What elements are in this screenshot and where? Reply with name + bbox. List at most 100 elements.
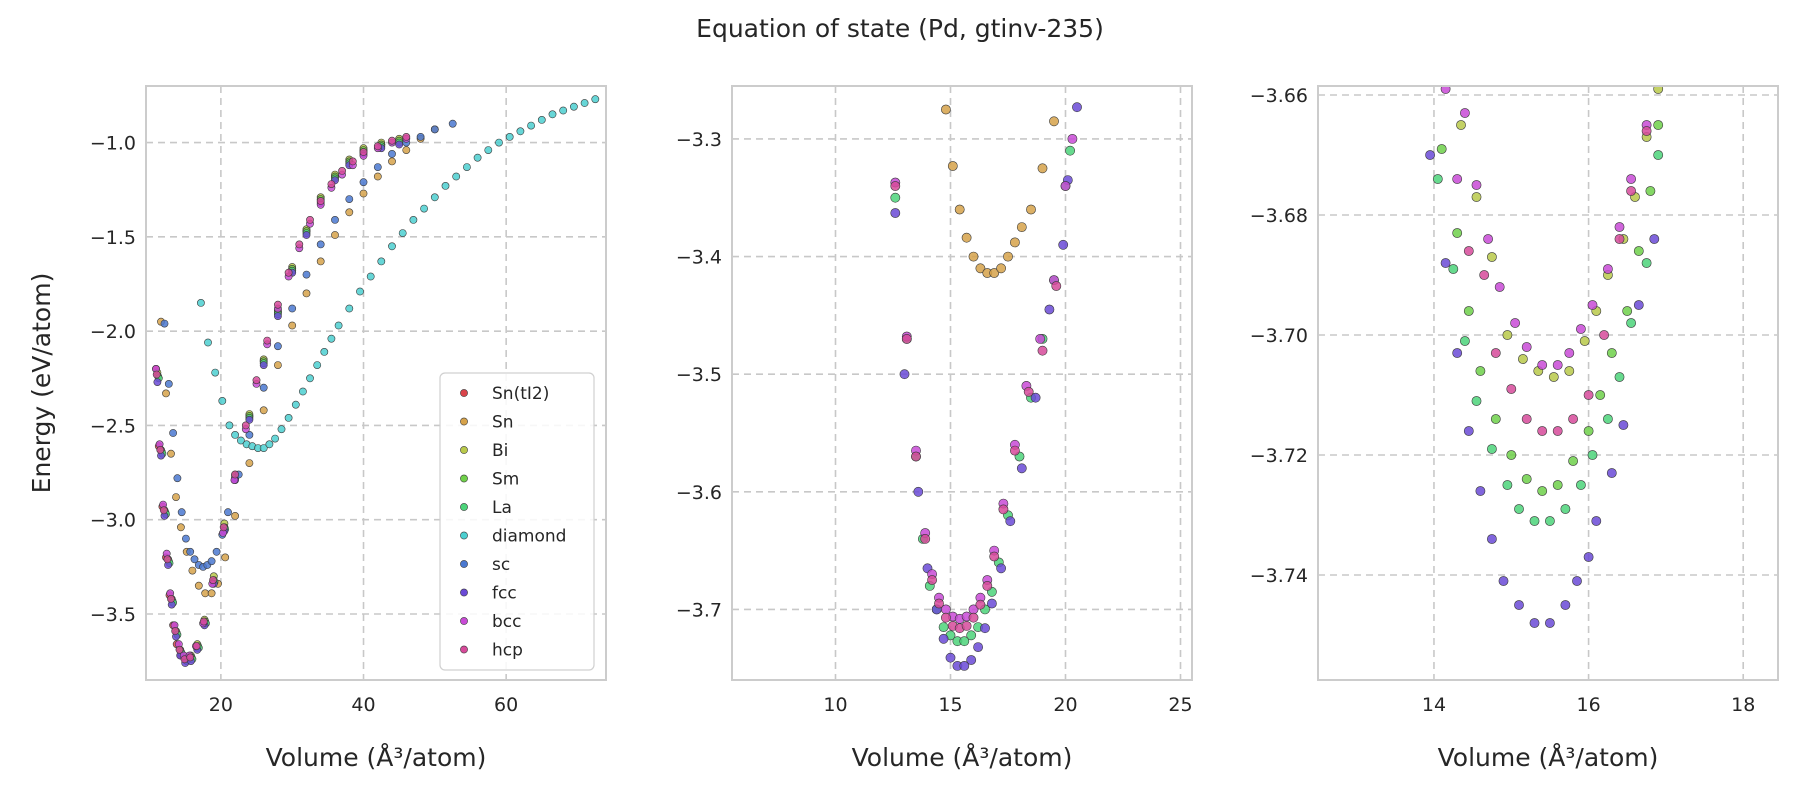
x-axis-label: Volume (Å³/atom) (852, 743, 1073, 772)
data-point (516, 127, 525, 136)
data-point (1463, 246, 1474, 256)
data-point (987, 598, 997, 609)
data-point (913, 486, 924, 497)
series-Sn (157, 125, 439, 598)
data-point (1037, 345, 1048, 356)
data-point (1587, 450, 1598, 460)
data-point (1633, 246, 1644, 256)
data-point (377, 257, 386, 266)
data-point (207, 589, 216, 598)
data-point (359, 148, 368, 156)
data-point (1641, 258, 1652, 268)
legend-box (439, 372, 595, 671)
data-point (580, 99, 589, 107)
series-La (154, 138, 404, 665)
data-point (236, 436, 245, 445)
y-tick-label: −3.4 (676, 247, 722, 269)
legend-marker (460, 531, 468, 540)
x-tick-label: 25 (1168, 694, 1192, 716)
data-point (1471, 396, 1482, 406)
axes-frame (1317, 85, 1779, 681)
data-point (890, 208, 901, 218)
data-point (284, 268, 293, 277)
series-Sn(tI2) (152, 136, 404, 665)
data-point (1440, 258, 1451, 268)
series-sc (160, 119, 457, 571)
data-point (402, 146, 411, 154)
data-point (1545, 516, 1555, 526)
data-point (1521, 414, 1532, 424)
data-point (1591, 516, 1602, 526)
data-point (1514, 600, 1524, 610)
data-point (1058, 239, 1069, 250)
data-point (211, 368, 220, 377)
data-point (570, 102, 578, 111)
figure-title: Equation of state (Pd, gtinv-235) (696, 14, 1104, 43)
legend-label: Bi (492, 441, 508, 461)
y-tick-label: −1.5 (90, 227, 136, 249)
series-La (1432, 150, 1664, 526)
data-point (890, 181, 901, 191)
data-point (473, 153, 482, 162)
data-point (1641, 126, 1652, 136)
plot-area (1425, 86, 1664, 628)
legend-label: Sn(tI2) (492, 384, 549, 404)
data-point (441, 181, 450, 190)
y-tick-label: −3.68 (1250, 205, 1308, 227)
y-tick-label: −3.0 (90, 510, 136, 532)
data-point (231, 512, 239, 520)
series-hcp (152, 132, 411, 664)
data-point (975, 263, 986, 274)
data-point (316, 197, 325, 205)
data-point (1460, 108, 1470, 118)
data-point (273, 361, 282, 369)
data-point (1494, 282, 1505, 292)
series-bcc (1440, 86, 1652, 370)
data-point (954, 204, 965, 215)
legend-marker (460, 588, 468, 597)
data-point (273, 312, 282, 320)
data-point (1521, 474, 1532, 484)
data-point (966, 630, 977, 641)
data-point (1576, 324, 1586, 334)
data-point (559, 106, 568, 115)
series-fcc (890, 102, 1082, 671)
data-point (1545, 618, 1555, 628)
series-Sm (1436, 120, 1664, 496)
data-point (1425, 150, 1435, 160)
data-point (1475, 366, 1486, 376)
data-point (1463, 426, 1474, 436)
data-point (207, 557, 216, 566)
data-point (252, 376, 261, 385)
data-point (313, 361, 322, 369)
data-point (273, 300, 282, 309)
legend: Sn(tI2) Sn Bi Sm La diamond sc fcc bcc hcp (439, 372, 595, 671)
legend-marker (460, 503, 468, 511)
y-tick-label: −2.5 (90, 415, 136, 437)
data-point (1576, 480, 1586, 490)
data-point (156, 445, 165, 454)
axes-frame (145, 85, 607, 681)
data-point (1487, 252, 1497, 262)
data-point (537, 116, 546, 124)
y-tick-label: −3.72 (1250, 445, 1308, 467)
data-point (171, 627, 180, 635)
series-Sm (154, 136, 404, 665)
y-tick-label: −3.70 (1250, 325, 1308, 347)
data-point (177, 508, 186, 517)
x-tick-label: 10 (823, 694, 847, 716)
data-point (961, 232, 972, 243)
data-point (505, 132, 514, 141)
legend-marker (460, 560, 468, 568)
data-point (1436, 144, 1447, 154)
data-point (938, 633, 949, 644)
data-point (1537, 486, 1548, 496)
data-point (316, 257, 325, 266)
x-tick-label: 16 (1576, 694, 1600, 716)
legend-label: diamond (492, 527, 566, 547)
panel-1: 20 40 60 −3.5 −3.0 −2.5 −2.0 −1.5 −1.0 Volume (Å³… (27, 85, 607, 772)
series-diamond (196, 95, 600, 452)
data-point (1579, 336, 1590, 346)
data-point (245, 459, 254, 467)
data-point (1026, 204, 1036, 215)
